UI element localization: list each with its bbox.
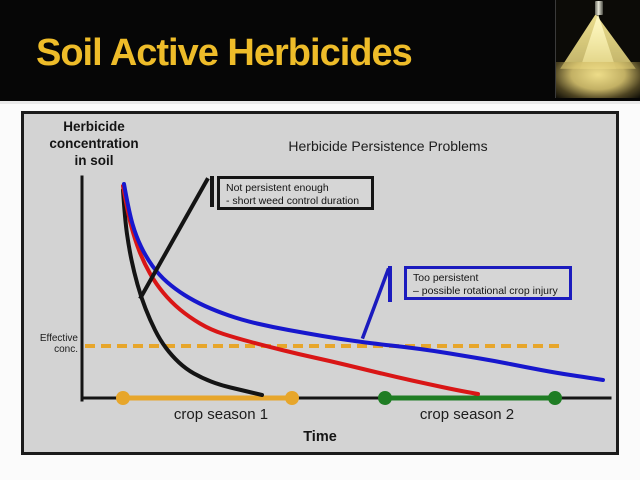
chart-title: Herbicide Persistence Problems [288,138,488,154]
y-axis-label: Herbicide concentration in soil [49,119,139,168]
crop-season-1-label: crop season 1 [173,406,269,423]
chart-canvas [80,175,612,405]
slide-header: Soil Active Herbicides [0,0,640,104]
x-axis-label: Time [303,429,337,445]
spray-mist-shape [556,62,640,98]
crop-season-2-label: crop season 2 [419,406,515,423]
effective-concentration-label: Effective conc. [39,333,78,355]
annotation-not-persistent: Not persistent enough - short weed contr… [217,176,374,210]
nozzle-body-shape [595,1,603,15]
annotation-too-persistent: Too persistent – possible rotational cro… [404,266,572,300]
spray-nozzle-image [555,0,640,98]
herbicide-persistence-chart: Herbicide Persistence Problems Herbicide… [21,111,619,455]
slide-title: Soil Active Herbicides [36,32,413,74]
